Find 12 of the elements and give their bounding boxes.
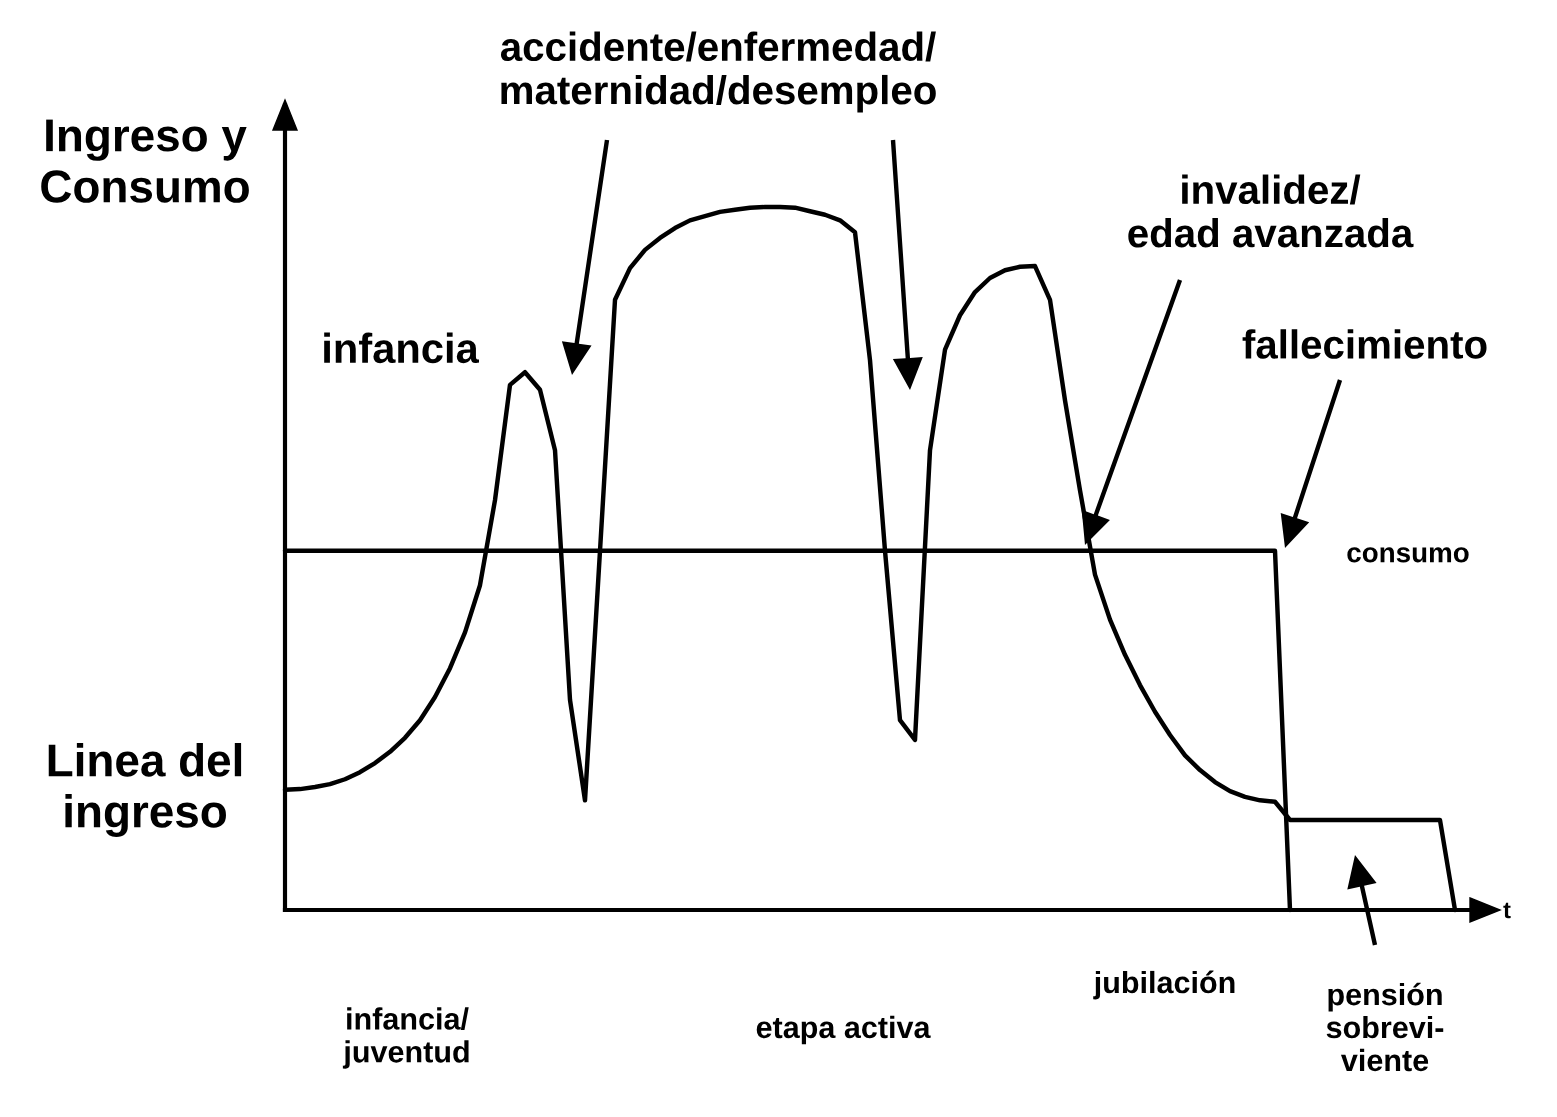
text: accidente/enfermedad/ maternidad/desempleo <box>500 31 936 113</box>
text: etapa activa <box>756 1015 931 1045</box>
annotation: infancia <box>324 332 479 364</box>
annotation: fallecimiento <box>1242 329 1487 359</box>
text: pensión sobrevi- viente <box>1326 982 1444 1072</box>
series-label: Linea del ingreso <box>48 743 242 837</box>
text: infancia/ juventud <box>342 1007 469 1069</box>
text: jubilación <box>1093 970 1235 1000</box>
x-axis-title: t <box>1503 902 1511 919</box>
y-axis-title: Ingreso y Consumo <box>41 119 249 203</box>
annotation: invalidez/ edad avanzada <box>1128 174 1414 248</box>
text: consumo <box>1347 547 1469 563</box>
